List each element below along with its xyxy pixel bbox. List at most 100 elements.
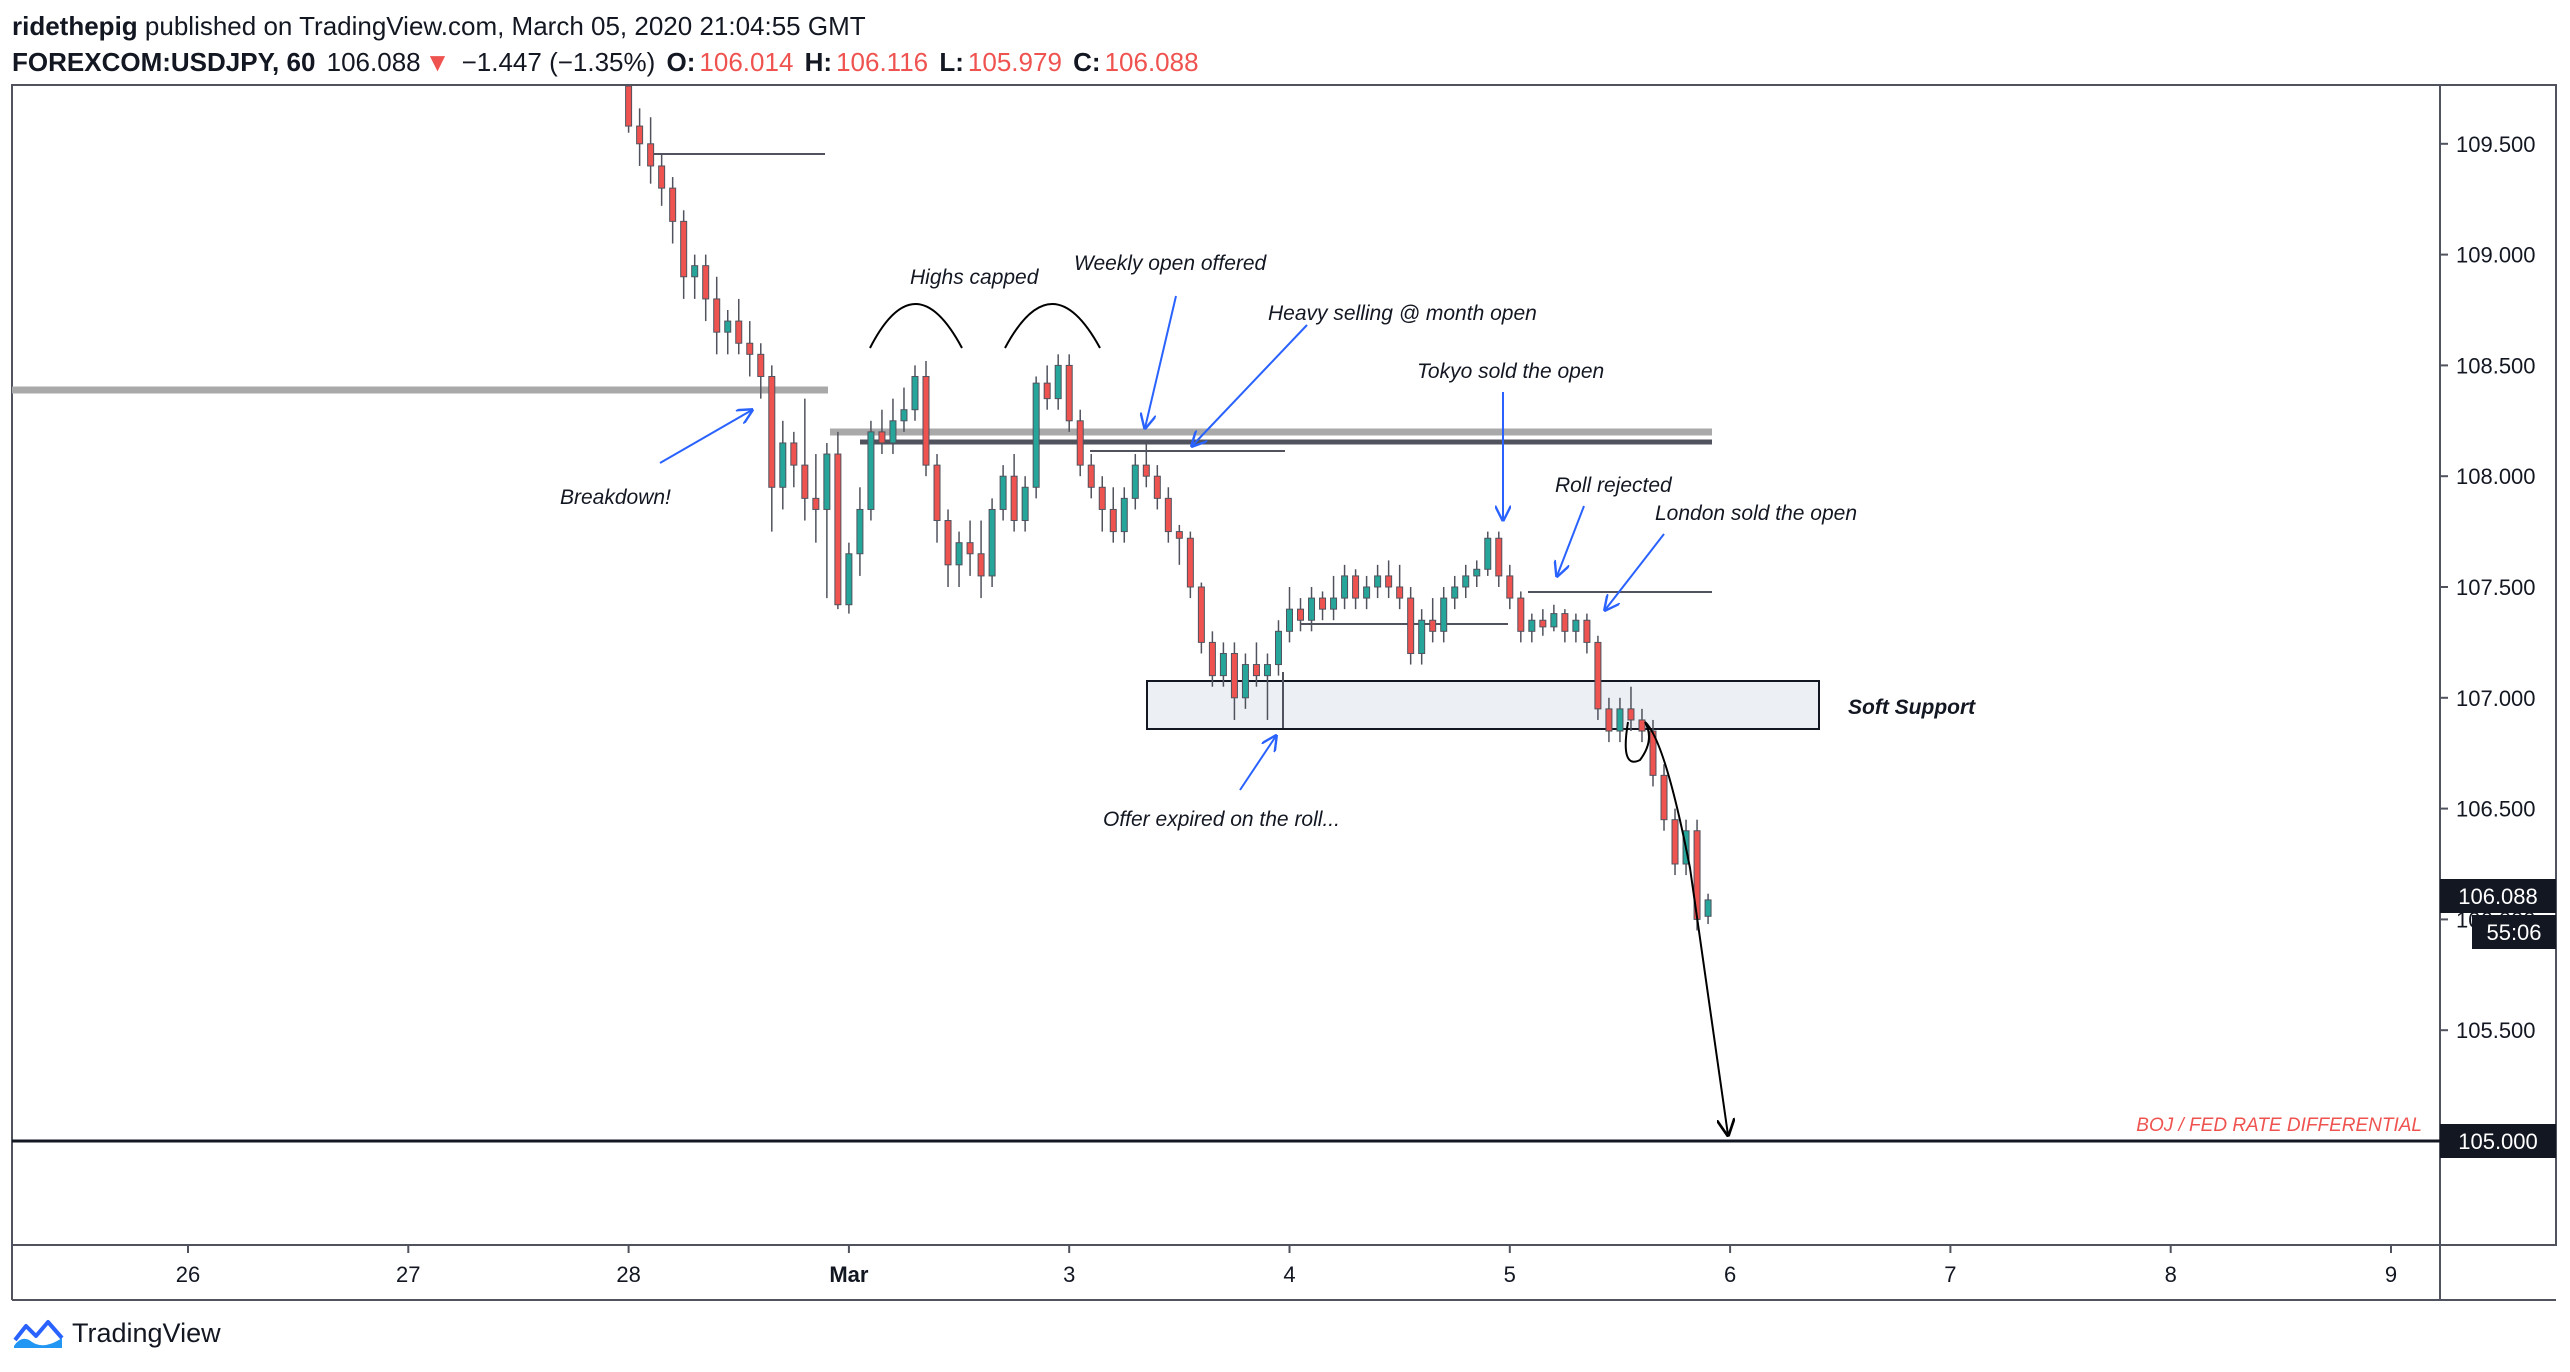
close-value: 106.088 [1104,47,1199,77]
symbol-label[interactable]: FOREXCOM:USDJPY, 60 [12,47,316,77]
candle-body-up [1120,497,1128,533]
candle-body-down [1594,641,1602,710]
candle [691,254,699,299]
candle-body-down [713,298,721,333]
candle [1341,564,1349,610]
candle-body-down [768,375,776,488]
candle-body-down [1175,531,1183,539]
candle-body-down [1517,597,1525,632]
candle-body-down [1627,708,1635,721]
price-chart[interactable]: 109.500 109.000 108.500 108.000 107.500 107.0… [0,0,2570,1310]
candle-body-down [933,464,941,522]
candle-body-down [1583,619,1591,643]
rate-differential-label: BOJ / FED RATE DIFFERENTIAL [2136,1115,2422,1136]
time-tick-label: 7 [1944,1262,1956,1287]
price-tick-label: 107.500 [2456,575,2536,600]
candle-body-up [1440,597,1448,632]
countdown-badge [2472,915,2556,949]
time-tick-label: 8 [2165,1262,2177,1287]
candle [647,117,655,184]
candle-body-down [1142,464,1150,477]
candle-body-up [1241,664,1249,699]
time-tick-label: 26 [176,1262,200,1287]
candle-body-down [1561,613,1569,632]
candle [889,398,897,455]
tradingview-footer[interactable]: TradingView [12,1316,221,1350]
candle [1638,708,1646,743]
candle [625,85,633,133]
price-tick-label: 109.000 [2456,243,2536,268]
candle-body-down [1043,382,1051,400]
candle-body-down [1671,819,1679,865]
weekly-open-arrow [1145,295,1177,428]
candle-body-down [801,464,809,499]
candle-body-up [1032,382,1040,488]
candle-body-up [1021,486,1029,522]
candle-body-up [691,265,699,278]
candle-body-down [1539,619,1547,628]
price-tick-label: 108.500 [2456,353,2536,378]
candle-body-down [1506,575,1514,599]
candle [1462,564,1470,599]
candle [735,298,743,355]
candle [1473,560,1481,587]
open-label: O: [666,47,696,77]
candle [834,431,842,610]
candle [823,442,831,599]
candle [1153,465,1161,510]
breakdown-arrow [659,410,752,464]
candle [1076,409,1084,477]
candle-body-down [702,265,710,300]
candle [1495,531,1503,587]
candle [1142,442,1150,488]
candle-body-down [625,85,633,127]
level-price-badge-text: 105.000 [2458,1129,2538,1154]
candle [768,365,776,532]
candle-body-up [845,553,853,606]
candle [1418,609,1426,665]
candle [1616,697,1624,743]
candle [1010,454,1018,532]
candle-body-down [977,553,985,577]
candle-body-up [1054,364,1062,400]
candle-body-up [999,475,1007,510]
candle [1561,609,1569,643]
level-price-badge [2440,1124,2556,1158]
publish-info: ridethepig published on TradingView.com,… [12,8,2552,44]
candle [1528,613,1536,643]
candle-body-up [1572,619,1580,632]
candle [1330,575,1338,621]
candle-body-down [735,320,743,344]
candle-body-up [988,508,996,577]
candle-body-down [1495,537,1503,577]
candle-body-down [636,125,644,145]
candle [1396,564,1404,610]
candle [1241,653,1249,709]
candle-body-up [724,320,732,333]
candle-body-down [1230,652,1238,699]
candle-body-down [1649,730,1657,776]
candle [1109,487,1117,543]
author-name[interactable]: ridethepig [12,11,138,41]
candle-body-up [900,409,908,422]
price-axis-frame[interactable] [2439,84,2557,1246]
last-price: 106.088 [326,47,421,77]
candle [845,542,853,614]
candle-body-up [1550,613,1558,628]
projection-path [1624,721,1728,1135]
candle-body-down [790,442,798,466]
candle-body-up [1704,899,1712,917]
roll-rejected-arrow [1557,505,1585,576]
candle [1627,686,1635,732]
soft-support-zone[interactable] [1146,680,1820,730]
candle [1297,598,1305,632]
candle [801,398,809,521]
candle [1131,454,1139,510]
price-change: −1.447 (−1.35%) [461,47,656,77]
price-tick-label: 105.500 [2456,1018,2536,1043]
candle [1572,613,1580,643]
candle-body-down [669,187,677,222]
month-open-arrow [1192,324,1308,446]
candle-body-up [1374,575,1382,588]
candle [911,365,919,421]
